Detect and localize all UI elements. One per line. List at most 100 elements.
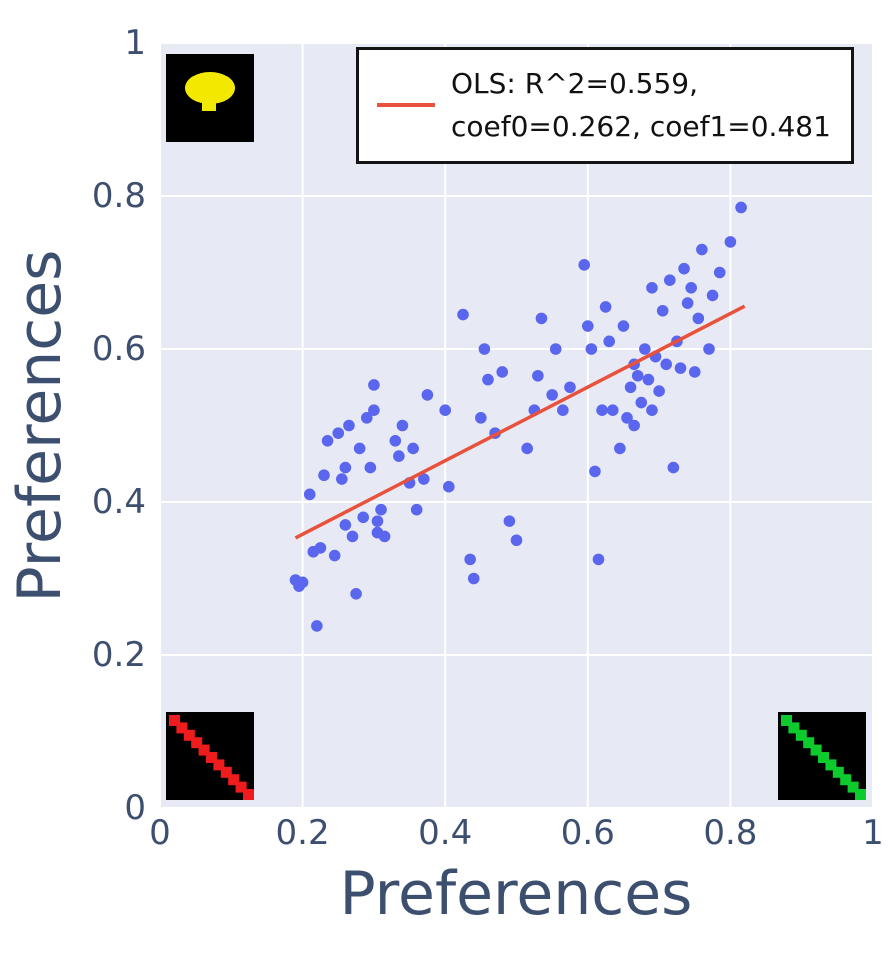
scatter-point (656, 304, 669, 317)
y-tick-label: 0.4 (91, 482, 146, 522)
scatter-point (617, 320, 630, 332)
scatter-point (339, 461, 352, 474)
green-diagonal-icon-pixel (810, 744, 822, 756)
scatter-point (557, 404, 569, 417)
scatter-point (368, 379, 380, 391)
scatter-point (343, 419, 355, 432)
scatter-point (350, 588, 362, 600)
scatter-point (328, 549, 341, 562)
scatter-point (631, 369, 644, 382)
scatter-point (606, 404, 619, 417)
scatter-point (585, 343, 598, 355)
scatter-point (614, 442, 626, 455)
scatter-point (457, 308, 469, 321)
x-axis-label: Preferences (339, 859, 693, 929)
scatter-point (635, 396, 648, 409)
scatter-point (346, 530, 359, 543)
scatter-point (564, 381, 576, 394)
scatter-point (375, 503, 387, 516)
scatter-point (688, 366, 701, 378)
scatter-point (713, 266, 726, 279)
x-tick-label: 0.2 (275, 813, 330, 853)
scatter-point (692, 312, 705, 325)
legend-text: OLS: R^2=0.559, coef0=0.262, coef1=0.481 (451, 62, 831, 149)
scatter-point (475, 412, 487, 424)
red-diagonal-icon-pixel (228, 774, 240, 786)
x-tick-label: 0.8 (703, 813, 758, 853)
scatter-point (368, 404, 380, 417)
inset-top-left (166, 54, 254, 142)
scatter-point (592, 553, 605, 566)
scatter-point (357, 511, 370, 524)
scatter-point (482, 373, 494, 386)
scatter-point (521, 442, 533, 455)
scatter-point (353, 442, 366, 455)
scatter-point (421, 389, 434, 401)
scatter-point (407, 442, 419, 455)
yellow-blob-stem (202, 102, 216, 111)
y-tick-label: 0.6 (91, 329, 146, 369)
scatter-point (735, 201, 747, 214)
scatter-point (646, 282, 658, 294)
scatter-point (674, 362, 687, 374)
legend-line-1: OLS: R^2=0.559, (451, 67, 698, 100)
scatter-point (546, 389, 558, 401)
scatter-point (467, 572, 480, 585)
scatter-point (389, 435, 402, 447)
red-diagonal-icon-pixel (206, 752, 217, 763)
x-tick-label: 0.4 (418, 813, 473, 853)
green-diagonal-icon-pixel (832, 766, 844, 778)
scatter-point (393, 450, 405, 462)
scatter-point (642, 373, 655, 386)
inset-bottom-right (778, 712, 866, 800)
legend: OLS: R^2=0.559, coef0=0.262, coef1=0.481 (356, 47, 854, 164)
scatter-point (510, 534, 523, 547)
red-diagonal-icon-pixel (198, 744, 210, 756)
green-diagonal-icon-pixel (788, 722, 800, 734)
scatter-point (339, 519, 352, 531)
scatter-point (496, 366, 509, 378)
y-axis-label: Preferences (5, 249, 75, 603)
scatter-point (410, 503, 423, 516)
green-diagonal-icon-pixel (825, 759, 837, 771)
scatter-point (464, 553, 476, 566)
green-diagonal-icon-pixel (818, 752, 829, 763)
red-diagonal-icon-pixel (169, 715, 180, 726)
scatter-point (696, 243, 708, 256)
regression-line-legend-marker (377, 103, 435, 108)
scatter-point (621, 412, 633, 424)
scatter-point (660, 358, 673, 371)
green-diagonal-icon-pixel (795, 729, 807, 741)
scatter-point (311, 620, 323, 632)
red-diagonal-icon-pixel (213, 759, 225, 771)
scatter-point (589, 465, 601, 478)
scatter-point (624, 381, 637, 394)
y-tick-label: 1 (124, 23, 146, 63)
scatter-point (653, 385, 665, 397)
x-tick-label: 1 (862, 813, 884, 853)
scatter-point (314, 542, 327, 554)
y-tick-label: 0.8 (91, 176, 146, 216)
scatter-point (535, 312, 548, 325)
scatter-point (599, 301, 612, 313)
regression-line (294, 304, 746, 540)
red-diagonal-icon-pixel (220, 766, 232, 778)
scatter-point (667, 461, 680, 474)
scatter-point (332, 427, 345, 439)
scatter-point (418, 473, 430, 485)
green-diagonal-icon-pixel (803, 737, 815, 749)
y-tick-label: 0.2 (91, 635, 146, 675)
red-diagonal-icon-pixel (243, 789, 254, 800)
scatter-point (685, 282, 697, 294)
scatter-point (706, 289, 719, 302)
scatter-point (439, 404, 452, 417)
scatter-point (532, 369, 544, 382)
red-diagonal-icon-pixel (183, 729, 195, 741)
scatter-point (663, 274, 676, 286)
scatter-point (364, 461, 377, 474)
scatter-point (442, 480, 455, 493)
scatter-point (478, 343, 491, 355)
y-tick-label: 0 (124, 788, 146, 828)
scatter-point (724, 236, 737, 248)
